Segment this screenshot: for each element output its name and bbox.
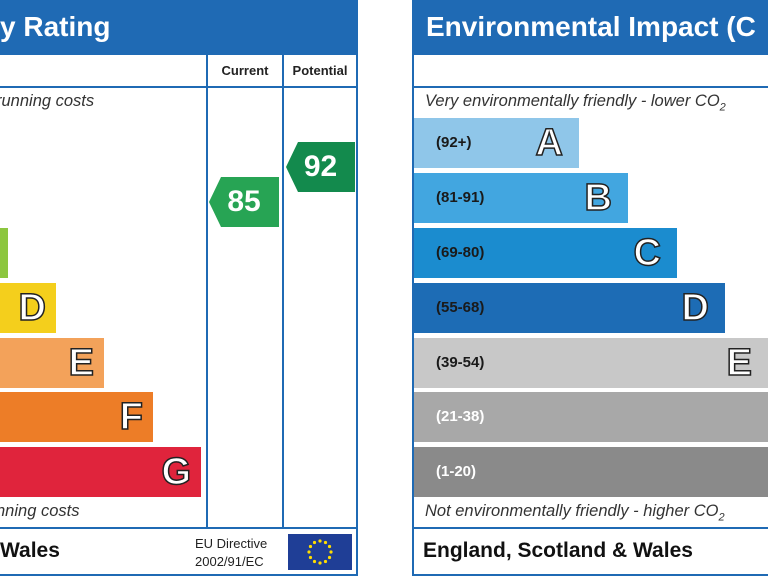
energy-title-bar: y Rating: [0, 0, 358, 53]
energy-title: y Rating: [0, 11, 111, 42]
eu-directive-line2: 2002/91/EC: [195, 554, 264, 569]
environment-title: Environmental Impact (C: [426, 11, 756, 42]
eu-star: [318, 539, 322, 543]
environment-band: (69-80) C: [414, 228, 677, 278]
energy-band: G: [0, 447, 201, 497]
environment-top-note: Very environmentally friendly - lower CO…: [425, 92, 726, 113]
environment-band-range: (81-91): [436, 189, 485, 206]
eu-star: [308, 544, 313, 549]
eu-star: [312, 540, 317, 545]
energy-frame: [0, 53, 358, 576]
environment-band-range: (21-38): [436, 408, 485, 425]
environment-band-letter: A: [535, 121, 564, 165]
environment-band-letter: C: [633, 231, 662, 275]
energy-band: F: [0, 392, 153, 442]
environment-band-range: (1-20): [436, 463, 477, 480]
environment-bottom-note-text: Not environmentally friendly - higher CO: [425, 502, 719, 520]
energy-band-letter: E: [68, 341, 95, 385]
energy-bottom-note: nning costs: [0, 502, 80, 520]
environment-impact-panel: Environmental Impact (C Very environment…: [410, 0, 768, 576]
environment-footer-region: England, Scotland & Wales: [423, 539, 693, 562]
environment-bottom-note-subscript: 2: [718, 511, 725, 524]
energy-potential-divider: [282, 53, 284, 529]
eu-flag-icon: [288, 534, 352, 570]
eu-star: [327, 555, 332, 560]
eu-directive-label: EU Directive 2002/91/EC: [195, 535, 267, 571]
environment-footer-divider: [412, 527, 768, 529]
environment-top-note-text: Very environmentally friendly - lower CO: [425, 92, 720, 110]
current-rating-shape: [209, 177, 279, 227]
energy-band: E: [0, 338, 104, 388]
eu-star: [323, 559, 328, 564]
current-rating-arrow: 85: [209, 177, 279, 227]
environment-band: (39-54) E: [414, 338, 768, 388]
eu-star: [308, 555, 313, 560]
energy-footer-region: Wales: [0, 539, 60, 562]
eu-star: [312, 559, 317, 564]
current-rating-value: 85: [227, 185, 261, 218]
eu-star: [318, 561, 322, 565]
potential-column-header: Potential: [292, 63, 348, 78]
energy-band-letter: G: [161, 450, 192, 494]
environment-band-letter: D: [681, 286, 710, 330]
eu-star: [323, 540, 328, 545]
environment-band: (81-91) B: [414, 173, 628, 223]
environment-band-range: (92+): [436, 134, 472, 151]
potential-rating-value: 92: [303, 150, 338, 183]
energy-band-letter: D: [18, 286, 47, 330]
environment-bottom-note: Not environmentally friendly - higher CO…: [425, 502, 725, 523]
eu-star: [329, 550, 333, 554]
environment-band-letter: B: [584, 176, 613, 220]
energy-current-divider: [206, 53, 208, 529]
environment-band: (21-38): [414, 392, 768, 442]
environment-band-range: (55-68): [436, 299, 485, 316]
energy-header-divider: [0, 86, 358, 88]
energy-rating-panel: y Rating Current Potential running costs…: [0, 0, 360, 576]
environment-title-bar: Environmental Impact (C: [412, 0, 768, 53]
environment-header-divider: [412, 86, 768, 88]
energy-band: D: [0, 283, 56, 333]
environment-band: (55-68) D: [414, 283, 725, 333]
environment-band: (1-20): [414, 447, 768, 497]
eu-directive-line1: EU Directive: [195, 536, 268, 551]
environment-frame: [412, 53, 768, 576]
energy-top-note: running costs: [0, 92, 95, 110]
potential-rating-arrow: 92: [286, 142, 355, 192]
environment-band-letter: E: [726, 341, 753, 385]
energy-band: [0, 228, 8, 278]
energy-footer-divider: [0, 527, 358, 529]
energy-band-letter: F: [119, 395, 144, 439]
environment-band-range: (39-54): [436, 354, 485, 371]
environment-band: (92+) A: [414, 118, 579, 168]
eu-star: [327, 544, 332, 549]
potential-rating-shape: [286, 142, 355, 192]
eu-star: [307, 550, 311, 554]
environment-band-range: (69-80): [436, 244, 485, 261]
current-column-header: Current: [221, 63, 269, 78]
environment-top-note-subscript: 2: [719, 101, 726, 114]
